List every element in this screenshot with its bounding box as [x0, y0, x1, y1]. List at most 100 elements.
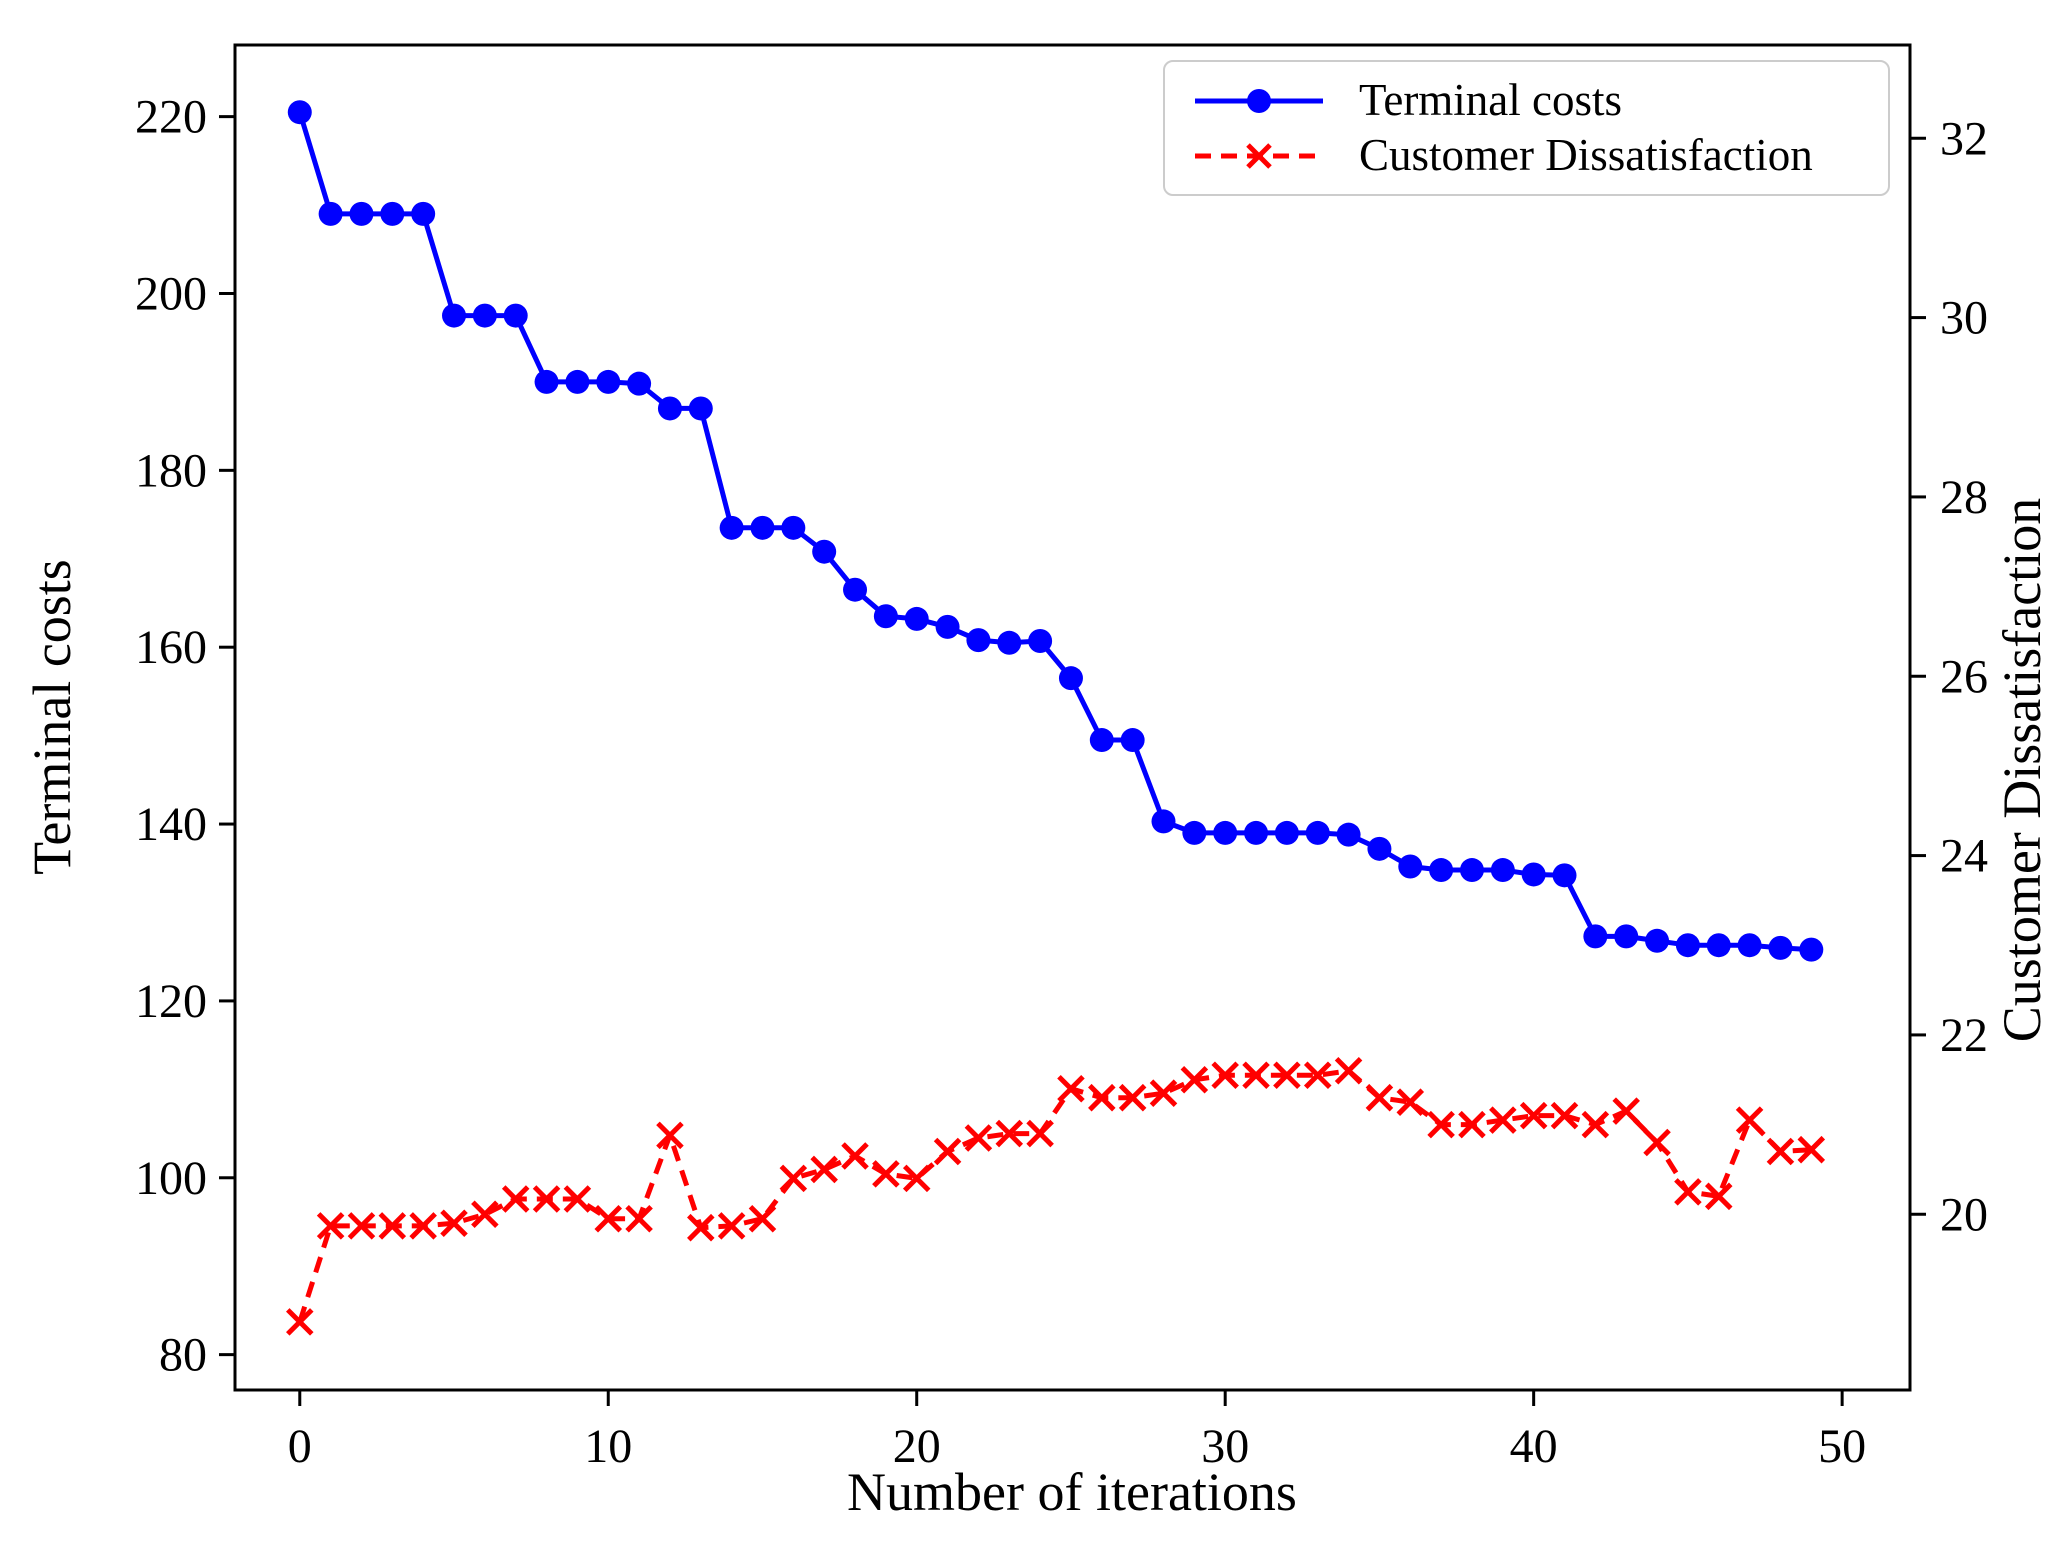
data-point-marker: [1118, 1083, 1147, 1112]
data-point-marker: [964, 1124, 993, 1152]
plot-border: [233, 43, 1912, 1392]
data-point-marker: [1149, 1079, 1178, 1107]
data-point-marker: [904, 606, 929, 631]
data-point-marker: [1244, 820, 1269, 845]
data-point-marker: [287, 100, 312, 125]
data-point-marker: [748, 1204, 777, 1233]
right-axis-title: Customer Dissatisfaction: [1992, 497, 2052, 1043]
data-point-marker: [966, 628, 991, 653]
data-point-marker: [1550, 1101, 1579, 1130]
data-point-marker: [1489, 1106, 1517, 1134]
legend-item-terminal-costs: Terminal costs: [1193, 78, 1888, 123]
data-point-marker: [750, 515, 775, 540]
data-point-marker: [902, 1164, 931, 1193]
data-point-marker: [347, 1212, 376, 1240]
x-tick-label: 40: [1510, 1420, 1558, 1473]
data-point-marker: [873, 604, 898, 629]
data-point-marker: [472, 303, 497, 328]
data-point-marker: [1211, 1061, 1239, 1090]
data-point-marker: [318, 201, 343, 226]
data-point-marker: [1427, 1110, 1455, 1139]
x-tick-label: 20: [893, 1420, 941, 1473]
data-point-marker: [349, 201, 374, 226]
data-point-marker: [688, 396, 713, 421]
data-point-marker: [1336, 822, 1361, 847]
data-point-marker: [503, 303, 528, 328]
data-point-marker: [440, 1209, 468, 1237]
data-point-marker: [843, 577, 868, 602]
data-point-marker: [1797, 1135, 1826, 1164]
right-y-tick-label: 26: [1940, 650, 1988, 703]
series-line: [297, 111, 1812, 953]
series-customer-dissatisfaction: [286, 1057, 1826, 1336]
data-point-marker: [594, 1204, 623, 1233]
left-y-tick-label: 120: [135, 975, 207, 1028]
data-point-marker: [656, 1121, 684, 1150]
data-point-marker: [1583, 924, 1608, 949]
customer-dissatisfaction-line-swatch: [1195, 142, 1323, 169]
data-point-marker: [1242, 1061, 1270, 1090]
data-point-marker: [810, 1155, 838, 1184]
data-point-marker: [1274, 820, 1299, 845]
data-point-marker: [471, 1200, 499, 1229]
legend-label-terminal-costs: Terminal costs: [1359, 75, 1623, 125]
data-point-marker: [1799, 937, 1824, 962]
data-point-marker: [1614, 924, 1639, 949]
right-y-tick-label: 24: [1940, 830, 1988, 883]
data-point-marker: [933, 1137, 962, 1166]
data-point-marker: [1766, 1137, 1795, 1166]
data-point-marker: [781, 515, 806, 540]
right-y-tick-label: 30: [1940, 292, 1988, 345]
data-point-marker: [1365, 1083, 1394, 1112]
data-point-marker: [1057, 1074, 1085, 1103]
data-point-marker: [1303, 1061, 1332, 1090]
legend: Terminal costs Customer Dissatisfaction: [1163, 60, 1890, 196]
data-point-marker: [1706, 933, 1731, 958]
x-tick-label: 30: [1201, 1420, 1249, 1473]
left-y-tick-label: 80: [159, 1329, 207, 1382]
data-point-marker: [316, 1212, 345, 1240]
data-point-marker: [409, 1212, 437, 1240]
data-point-marker: [841, 1142, 869, 1170]
data-point-marker: [1398, 854, 1423, 879]
legend-item-customer-dissatisfaction: Customer Dissatisfaction: [1193, 133, 1888, 178]
data-point-marker: [1089, 728, 1114, 753]
data-point-marker: [1735, 1106, 1764, 1134]
data-point-marker: [563, 1185, 592, 1213]
data-point-marker: [411, 201, 436, 226]
right-y-tick-label: 20: [1940, 1188, 1988, 1241]
data-point-marker: [1120, 728, 1145, 753]
data-point-marker: [1026, 1119, 1054, 1148]
data-point-marker: [380, 201, 405, 226]
data-point-marker: [1768, 935, 1793, 960]
data-point-marker: [1704, 1182, 1733, 1211]
data-point-marker: [935, 614, 960, 639]
data-point-marker: [442, 303, 467, 328]
data-point-marker: [1028, 629, 1053, 654]
data-point-marker: [1396, 1088, 1425, 1116]
left-y-tick-label: 220: [135, 91, 207, 144]
terminal-costs-line-swatch: [1195, 88, 1323, 113]
data-point-marker: [1180, 1065, 1209, 1094]
data-point-marker: [1675, 933, 1700, 958]
data-point-marker: [286, 1308, 314, 1336]
data-point-marker: [1459, 858, 1484, 883]
data-point-marker: [1429, 858, 1454, 883]
data-point-marker: [687, 1213, 715, 1242]
data-point-marker: [657, 396, 682, 421]
right-y-tick-label: 22: [1940, 1009, 1988, 1062]
left-y-tick-label: 100: [135, 1152, 207, 1205]
series-terminal-costs: [287, 100, 1824, 962]
data-point-marker: [812, 539, 837, 564]
data-point-marker: [1643, 1128, 1671, 1157]
data-point-marker: [532, 1185, 561, 1213]
series-line: [297, 1068, 1812, 1323]
left-y-tick-label: 140: [135, 798, 207, 851]
data-point-marker: [1581, 1110, 1610, 1139]
data-point-marker: [378, 1212, 407, 1240]
data-point-marker: [1305, 820, 1330, 845]
data-point-marker: [1088, 1083, 1116, 1112]
data-point-marker: [1737, 933, 1762, 958]
